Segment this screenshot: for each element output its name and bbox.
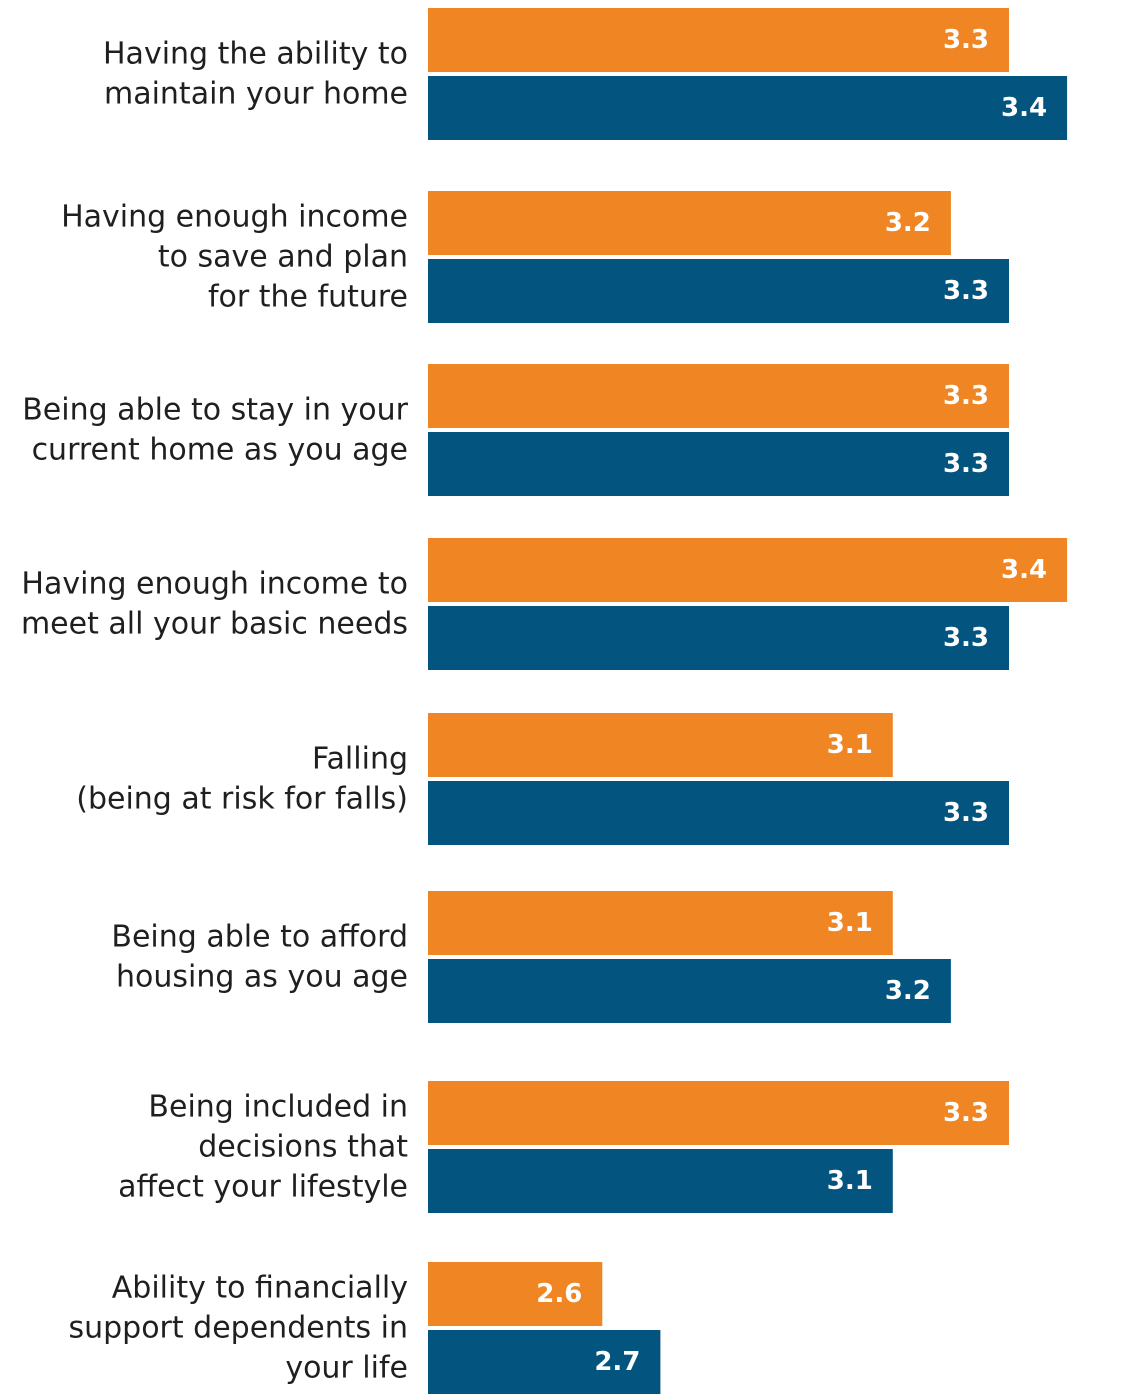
value-label: 3.2 [885, 976, 931, 1006]
value-label: 3.1 [827, 730, 873, 760]
category-label: affect your lifestyle [118, 1170, 408, 1205]
category-label: Having the ability to [103, 37, 408, 72]
bar-blue [428, 1330, 661, 1394]
category-label: Ability to financially [112, 1271, 408, 1306]
category-label: maintain your home [104, 77, 408, 112]
bar-blue [428, 959, 951, 1023]
category-label: Having enough income to [21, 567, 408, 602]
category-label: (being at risk for falls) [76, 782, 408, 817]
bar-blue [428, 259, 1009, 323]
category-label: Being included in [148, 1090, 408, 1125]
category-label: support dependents in [68, 1311, 408, 1346]
category-label: Having enough income [61, 200, 408, 235]
category-label: your life [285, 1351, 408, 1386]
category-label: decisions that [198, 1130, 408, 1165]
category-label: housing as you age [116, 960, 408, 995]
bar-orange [428, 191, 951, 255]
bar-blue [428, 76, 1068, 140]
category-label: Being able to stay in your [22, 393, 408, 428]
category-label: Being able to afford [111, 920, 408, 955]
category-label: meet all your basic needs [21, 607, 408, 642]
bar-blue [428, 781, 1009, 845]
value-label: 3.3 [943, 623, 989, 653]
category-label: current home as you age [32, 433, 408, 468]
category-label: Falling [312, 742, 408, 777]
bar-orange [428, 8, 1009, 72]
value-label: 3.3 [943, 798, 989, 828]
value-label: 3.3 [943, 1098, 989, 1128]
bar-orange [428, 891, 893, 955]
value-label: 3.4 [1001, 93, 1047, 123]
value-label: 3.3 [943, 25, 989, 55]
value-label: 3.1 [827, 908, 873, 938]
value-label: 3.2 [885, 208, 931, 238]
bar-blue [428, 606, 1009, 670]
value-label: 2.7 [594, 1347, 640, 1377]
bar-blue [428, 1149, 893, 1213]
bar-orange [428, 713, 893, 777]
bar-orange [428, 1081, 1009, 1145]
category-label: to save and plan [158, 240, 408, 275]
bar-blue [428, 432, 1009, 496]
value-label: 3.3 [943, 449, 989, 479]
value-label: 3.3 [943, 381, 989, 411]
bar-orange [428, 364, 1009, 428]
bar-orange [428, 1262, 603, 1326]
category-label: for the future [208, 280, 408, 315]
value-label: 3.4 [1001, 555, 1047, 585]
bar-orange [428, 538, 1068, 602]
value-label: 3.3 [943, 276, 989, 306]
value-label: 2.6 [536, 1279, 582, 1309]
value-label: 3.1 [827, 1166, 873, 1196]
